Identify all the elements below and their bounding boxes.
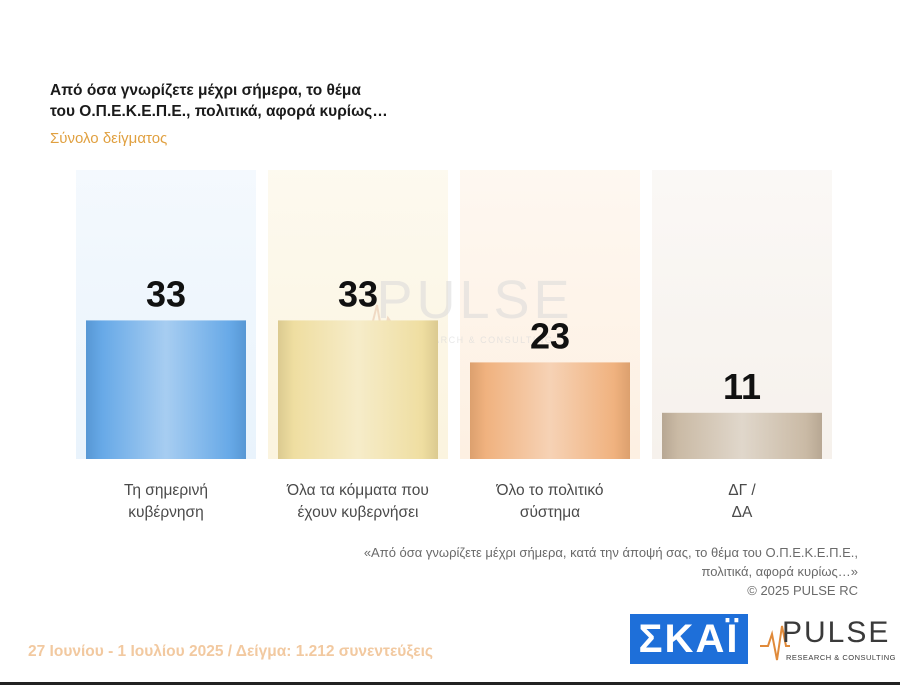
value-labels: 33 33 23 11 [146, 273, 761, 406]
pulse-watermark: PULSE RESEARCH & CONSULTING [362, 270, 573, 345]
question-note: «Από όσα γνωρίζετε μέχρι σήμερα, κατά τη… [364, 543, 858, 600]
category-label-2-line-2: έχουν κυβερνήσει [298, 504, 419, 521]
pulse-logo: PULSE RESEARCH & CONSULTING [760, 616, 895, 664]
pulse-logo-tagline: RESEARCH & CONSULTING [786, 653, 896, 662]
copyright: © 2025 PULSE RC [747, 583, 858, 598]
chart-title-line-1: Από όσα γνωρίζετε μέχρι σήμερα, το θέμα [50, 82, 361, 99]
category-label-4-line-2: ΔΑ [732, 504, 753, 521]
category-label-3-line-1: Όλο το πολιτικό [495, 482, 603, 499]
chart-title-line-2: του Ο.Π.Ε.Κ.Ε.Π.Ε., πολιτικά, αφορά κυρί… [50, 103, 388, 120]
category-label-1-line-2: κυβέρνηση [128, 504, 203, 521]
category-label-3-line-2: σύστημα [520, 504, 580, 521]
bar-2 [278, 320, 438, 459]
note-line-2: πολιτικά, αφορά κυρίως…» [701, 564, 859, 579]
value-label-4: 11 [723, 366, 761, 407]
bar-4 [662, 412, 822, 459]
note-line-1: «Από όσα γνωρίζετε μέχρι σήμερα, κατά τη… [363, 545, 858, 560]
survey-footer: 27 Ιουνίου - 1 Ιουλίου 2025 / Δείγμα: 1.… [28, 643, 433, 660]
watermark-tagline: RESEARCH & CONSULTING [403, 335, 554, 345]
chart-subtitle: Σύνολο δείγματος [50, 130, 168, 147]
pulse-wave-icon [760, 625, 790, 661]
chart-title: Από όσα γνωρίζετε μέχρι σήμερα, το θέμα … [50, 80, 570, 122]
category-labels: Τη σημερινή κυβέρνηση Όλα τα κόμματα που έχ… [124, 482, 756, 521]
value-label-2: 33 [338, 273, 378, 314]
bar-chart: PULSE RESEARCH & CONSULTING 33 33 23 11 Τη … [76, 170, 832, 521]
category-label-2-line-1: Όλα τα κόμματα που [286, 482, 429, 499]
bottom-divider [0, 682, 900, 685]
category-label-1-line-1: Τη σημερινή [124, 482, 208, 499]
pulse-logo-name: PULSE [782, 616, 891, 649]
watermark-name: PULSE [376, 270, 573, 330]
value-label-1: 33 [146, 273, 186, 314]
bars [86, 320, 822, 459]
column-background-4 [652, 170, 832, 459]
bar-1 [86, 320, 246, 459]
value-label-3: 23 [530, 315, 570, 356]
skai-logo: ΣΚΑΪ [630, 614, 748, 664]
bar-3 [470, 362, 630, 459]
category-label-4-line-1: ΔΓ / [728, 482, 756, 499]
